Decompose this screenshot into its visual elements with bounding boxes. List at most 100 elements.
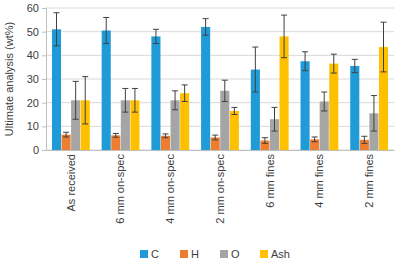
error-cap	[361, 143, 367, 144]
error-cap	[212, 135, 218, 136]
x-tick-label: 2 mm on-spec	[214, 154, 226, 224]
x-tick: 6 mm fines	[264, 150, 276, 208]
error-cap	[132, 112, 138, 113]
error-line	[155, 29, 156, 43]
y-tick: 0	[33, 144, 46, 156]
error-bar	[352, 59, 358, 72]
error-cap	[203, 35, 209, 36]
y-tick: 20	[27, 97, 46, 109]
x-tick: 4 mm fines	[313, 150, 325, 208]
error-cap	[222, 101, 228, 102]
x-tick: 2 mm on-spec	[214, 150, 226, 224]
error-cap	[371, 131, 377, 132]
error-bar	[281, 15, 287, 58]
legend-item: H	[180, 248, 199, 260]
y-tick-label: 10	[27, 120, 39, 132]
error-line	[165, 134, 166, 138]
error-bar	[203, 19, 209, 36]
error-bar	[132, 88, 138, 112]
error-bar	[361, 136, 367, 143]
error-line	[264, 138, 265, 144]
error-line	[333, 54, 334, 73]
error-cap	[331, 54, 337, 55]
error-bar	[331, 54, 337, 73]
error-line	[274, 107, 275, 131]
error-cap	[73, 81, 79, 82]
bar	[211, 137, 220, 150]
error-cap	[252, 92, 258, 93]
error-cap	[172, 109, 178, 110]
x-tick-label: As received	[65, 154, 77, 211]
plot: 0 10 20 30 40 50 60 As received 6 mm on-spec 4 mm…	[27, 2, 395, 224]
y-tick: 30	[27, 73, 46, 85]
error-bar	[302, 52, 308, 71]
grid-line	[46, 8, 394, 9]
x-tick-label: 4 mm fines	[313, 154, 325, 208]
error-bar	[212, 135, 218, 140]
y-tick: 60	[27, 2, 46, 14]
bar	[301, 61, 310, 150]
error-bar	[321, 92, 327, 111]
bar	[201, 27, 210, 150]
x-tick-label: 2 mm fines	[363, 154, 375, 208]
error-cap	[312, 141, 318, 142]
legend-swatch	[180, 250, 188, 258]
grid-line	[46, 126, 394, 127]
legend-swatch	[220, 250, 228, 258]
bars	[52, 13, 388, 150]
legend-swatch	[140, 250, 148, 258]
error-cap	[122, 112, 128, 113]
x-tick-label: 6 mm fines	[264, 154, 276, 208]
x-axis-line	[47, 150, 395, 151]
y-tick-mark	[42, 32, 46, 33]
x-tick-label: 4 mm on-spec	[164, 154, 176, 224]
error-cap	[132, 88, 138, 89]
error-line	[215, 135, 216, 140]
error-bar	[82, 77, 88, 124]
bar	[151, 36, 160, 150]
y-tick-mark	[42, 79, 46, 80]
error-line	[284, 15, 285, 58]
y-tick: 10	[27, 120, 46, 132]
y-tick-label: 40	[27, 49, 39, 61]
x-tick: 6 mm on-spec	[114, 150, 126, 224]
legend: CHOAsh	[140, 248, 290, 260]
error-line	[115, 133, 116, 137]
error-cap	[281, 15, 287, 16]
error-line	[255, 47, 256, 92]
error-cap	[231, 114, 237, 115]
y-tick-mark	[42, 55, 46, 56]
error-cap	[63, 132, 69, 133]
error-line	[224, 80, 225, 101]
bar	[62, 135, 71, 150]
bar	[161, 136, 170, 150]
error-cap	[162, 137, 168, 138]
y-tick: 40	[27, 49, 46, 61]
error-cap	[63, 136, 69, 137]
y-tick: 50	[27, 26, 46, 38]
error-line	[125, 88, 126, 112]
error-line	[184, 85, 185, 102]
y-axis-line	[42, 9, 47, 151]
error-line	[75, 81, 76, 119]
y-tick-mark	[42, 150, 46, 151]
error-bar	[153, 29, 159, 43]
error-line	[354, 59, 355, 72]
legend-swatch	[260, 250, 268, 258]
x-tick-label: 6 mm on-spec	[114, 154, 126, 224]
grid-line	[46, 79, 394, 80]
error-line	[234, 107, 235, 114]
error-line	[205, 19, 206, 36]
grid	[46, 8, 394, 150]
error-bar	[272, 107, 278, 131]
bar	[329, 64, 338, 150]
error-line	[383, 22, 384, 72]
error-bar	[162, 134, 168, 138]
y-tick-mark	[42, 103, 46, 104]
error-cap	[252, 47, 258, 48]
x-tick: 2 mm fines	[363, 150, 375, 208]
y-tick-mark	[42, 8, 46, 9]
x-tick: 4 mm on-spec	[164, 150, 176, 224]
error-cap	[182, 84, 188, 85]
y-tick-label: 60	[27, 2, 39, 14]
